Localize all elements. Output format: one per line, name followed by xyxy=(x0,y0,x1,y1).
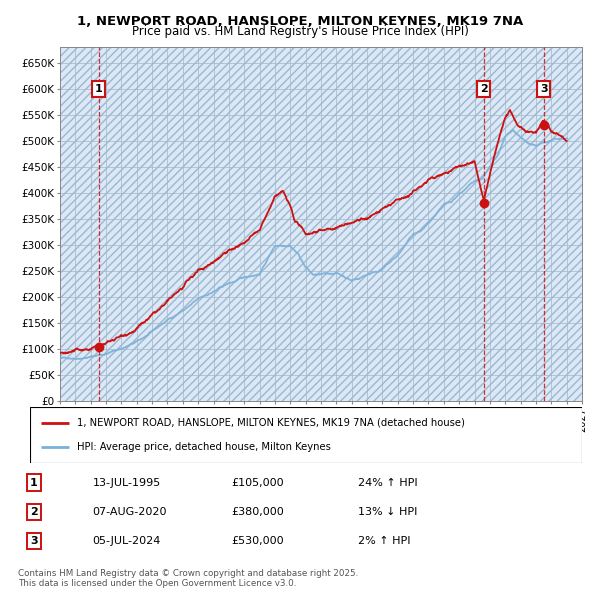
Text: £530,000: £530,000 xyxy=(231,536,284,546)
Text: 1, NEWPORT ROAD, HANSLOPE, MILTON KEYNES, MK19 7NA (detached house): 1, NEWPORT ROAD, HANSLOPE, MILTON KEYNES… xyxy=(77,418,465,428)
Text: 13% ↓ HPI: 13% ↓ HPI xyxy=(358,507,417,517)
Text: £380,000: £380,000 xyxy=(231,507,284,517)
Text: Price paid vs. HM Land Registry's House Price Index (HPI): Price paid vs. HM Land Registry's House … xyxy=(131,25,469,38)
Text: 2% ↑ HPI: 2% ↑ HPI xyxy=(358,536,410,546)
Text: 13-JUL-1995: 13-JUL-1995 xyxy=(92,477,161,487)
Text: HPI: Average price, detached house, Milton Keynes: HPI: Average price, detached house, Milt… xyxy=(77,442,331,453)
Text: 2: 2 xyxy=(30,507,38,517)
Text: 24% ↑ HPI: 24% ↑ HPI xyxy=(358,477,417,487)
Text: 07-AUG-2020: 07-AUG-2020 xyxy=(92,507,167,517)
Text: 3: 3 xyxy=(30,536,38,546)
Text: Contains HM Land Registry data © Crown copyright and database right 2025.
This d: Contains HM Land Registry data © Crown c… xyxy=(18,569,358,588)
Text: 1: 1 xyxy=(30,477,38,487)
Text: 2: 2 xyxy=(480,84,488,94)
Text: £105,000: £105,000 xyxy=(231,477,284,487)
Text: 05-JUL-2024: 05-JUL-2024 xyxy=(92,536,161,546)
Text: 1: 1 xyxy=(95,84,103,94)
Text: 3: 3 xyxy=(540,84,548,94)
Text: 1, NEWPORT ROAD, HANSLOPE, MILTON KEYNES, MK19 7NA: 1, NEWPORT ROAD, HANSLOPE, MILTON KEYNES… xyxy=(77,15,523,28)
